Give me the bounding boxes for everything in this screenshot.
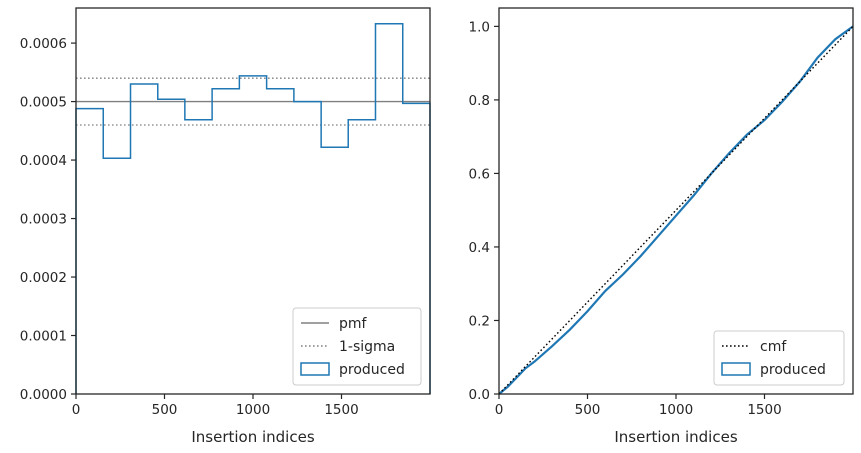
legend-label: cmf: [760, 339, 787, 355]
y-tick-label: 0.6: [469, 166, 490, 182]
x-tick-label: 1000: [659, 402, 693, 418]
y-tick-label: 0.0: [469, 387, 490, 403]
legend: pmf 1-sigma produced: [292, 307, 422, 386]
y-tick-label: 0.0001: [20, 329, 67, 345]
x-tick-label: 500: [575, 402, 601, 418]
x-axis-label: Insertion indices: [614, 428, 737, 446]
cumulative-panel: 0 500 1000 1500 0.0 0.2 0.4 0.6 0.8 1.0 Insertion …: [469, 7, 854, 446]
legend-label: produced: [760, 362, 826, 378]
y-tick-label: 0.8: [469, 93, 490, 109]
histogram-bin: [158, 99, 185, 394]
x-tick-label: 0: [495, 402, 504, 418]
legend-swatch: [721, 362, 751, 376]
y-tick-label: 0.2: [469, 313, 490, 329]
y-tick-label: 0.0006: [20, 36, 67, 52]
histogram-panel: 0 500 1000 1500 0.0000 0.0001 0.0002 0.0003 0.00…: [20, 7, 431, 446]
x-tick-label: 0: [72, 402, 81, 418]
cmf-line: [498, 25, 854, 395]
histogram-bin: [212, 89, 239, 394]
produced-line: [498, 25, 854, 395]
y-tick-label: 0.0003: [20, 212, 67, 228]
histogram-bin: [185, 120, 212, 394]
legend-swatch: [300, 362, 330, 376]
legend-label: produced: [339, 362, 405, 378]
histogram-bin: [76, 109, 103, 394]
histogram-bin: [131, 84, 158, 394]
x-axis-label: Insertion indices: [191, 428, 314, 446]
x-tick-label: 500: [152, 402, 178, 418]
produced-histogram-outline: [75, 23, 431, 394]
histogram-bin: [267, 89, 294, 394]
y-tick-label: 0.0000: [20, 387, 67, 403]
y-tick-label: 0.0005: [20, 95, 67, 111]
y-tick-label: 0.0004: [20, 153, 67, 169]
x-tick-label: 1500: [324, 402, 358, 418]
histogram-bin: [239, 76, 266, 394]
histogram-bin: [103, 158, 130, 394]
y-tick-label: 0.0002: [20, 270, 67, 286]
x-tick-label: 1000: [236, 402, 270, 418]
legend-label: pmf: [339, 316, 368, 332]
y-tick-label: 1.0: [469, 19, 490, 35]
legend-box: [713, 330, 845, 386]
legend-label: 1-sigma: [339, 339, 395, 355]
y-tick-label: 0.4: [469, 240, 490, 256]
legend: cmf produced: [713, 330, 845, 386]
x-tick-label: 1500: [747, 402, 781, 418]
legend-box: [292, 307, 422, 386]
